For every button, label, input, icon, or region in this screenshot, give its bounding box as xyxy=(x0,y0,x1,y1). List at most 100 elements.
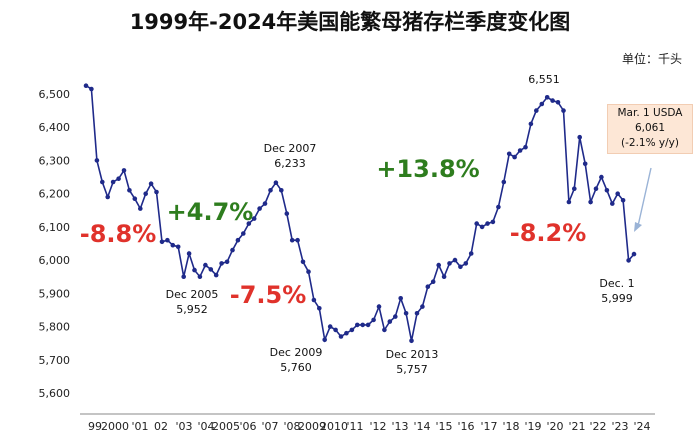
y-tick-label: 6,300 xyxy=(39,154,71,167)
data-point xyxy=(175,244,181,250)
annotation-label: Dec 2009 xyxy=(270,346,323,359)
data-point xyxy=(496,204,501,210)
data-point xyxy=(610,201,615,206)
callout-line1: Mar. 1 USDA xyxy=(617,107,683,119)
data-point xyxy=(203,262,208,268)
data-point xyxy=(544,95,550,100)
percent-change-label: +4.7% xyxy=(167,198,254,226)
data-point xyxy=(468,251,474,256)
data-point xyxy=(441,274,447,280)
data-point xyxy=(344,330,349,336)
data-point xyxy=(284,211,290,216)
y-tick-label: 5,700 xyxy=(39,354,71,367)
data-point xyxy=(251,216,257,221)
data-point xyxy=(599,174,604,180)
data-point xyxy=(360,322,366,328)
x-tick-label: '22 xyxy=(589,420,606,433)
x-tick-label: '04 xyxy=(197,420,214,433)
data-point xyxy=(311,297,317,303)
data-point xyxy=(224,259,230,265)
data-point xyxy=(615,191,620,196)
annotation-label: Dec. 1 xyxy=(599,277,634,290)
data-point xyxy=(279,188,284,193)
data-point xyxy=(154,189,159,195)
percent-change-label: -8.2% xyxy=(510,219,587,247)
data-point xyxy=(289,237,295,243)
data-point xyxy=(148,181,154,186)
callout-arrow xyxy=(637,167,652,227)
y-tick-label: 5,900 xyxy=(39,287,71,300)
x-tick-label: 02 xyxy=(154,420,168,433)
x-tick-label: '17 xyxy=(480,420,497,433)
data-point xyxy=(186,251,192,256)
data-point xyxy=(414,311,420,316)
y-tick-label: 5,600 xyxy=(39,387,71,400)
unit-label: 单位：千头 xyxy=(621,52,682,66)
data-point xyxy=(241,231,246,236)
data-point xyxy=(474,221,480,226)
data-point xyxy=(208,267,214,272)
data-point xyxy=(83,83,89,88)
data-point xyxy=(159,239,165,245)
data-point xyxy=(300,259,306,265)
data-point xyxy=(192,267,197,273)
data-point xyxy=(273,180,279,185)
data-point xyxy=(110,179,116,185)
data-point xyxy=(458,264,463,270)
data-point xyxy=(420,304,425,309)
data-point xyxy=(512,154,517,160)
data-point xyxy=(213,272,219,278)
data-point xyxy=(181,274,186,280)
data-point xyxy=(376,304,382,309)
x-tick-label: '08 xyxy=(283,420,300,433)
y-tick-label: 6,400 xyxy=(39,121,71,134)
y-tick-label: 6,000 xyxy=(39,254,71,267)
data-point xyxy=(631,251,637,257)
data-point xyxy=(523,144,528,150)
data-point xyxy=(425,284,431,290)
annotation-value: 6,551 xyxy=(528,73,560,86)
x-tick-label: '11 xyxy=(346,420,363,433)
data-point xyxy=(387,319,393,324)
data-point xyxy=(89,86,94,92)
y-tick-label: 6,100 xyxy=(39,221,71,234)
data-point xyxy=(94,158,100,163)
data-point xyxy=(219,261,224,266)
x-tick-label: 2005 xyxy=(212,420,240,433)
data-point xyxy=(555,100,561,105)
data-point xyxy=(534,108,539,113)
data-point xyxy=(100,179,105,185)
data-point xyxy=(485,221,490,226)
data-point xyxy=(566,199,572,205)
data-point xyxy=(447,261,452,266)
data-point xyxy=(262,201,268,206)
data-point xyxy=(577,134,582,140)
data-point xyxy=(165,237,170,243)
data-point xyxy=(365,322,371,328)
data-point xyxy=(105,194,110,200)
data-point xyxy=(501,179,507,185)
data-point xyxy=(479,224,485,230)
data-point xyxy=(116,176,121,181)
data-point xyxy=(582,161,588,167)
annotation-value: 5,952 xyxy=(176,303,208,316)
data-point xyxy=(517,148,523,153)
x-tick-label: '19 xyxy=(524,420,541,433)
data-point xyxy=(295,237,300,243)
data-point xyxy=(398,296,404,301)
percent-change-label: +13.8% xyxy=(376,155,479,183)
data-point xyxy=(593,186,599,191)
annotation-value: 5,760 xyxy=(280,361,312,374)
data-point xyxy=(132,196,138,201)
data-point xyxy=(604,188,610,193)
x-tick-label: '24 xyxy=(633,420,650,433)
data-point xyxy=(371,317,376,323)
percent-change-label: -7.5% xyxy=(230,281,307,309)
callout-line3: (-2.1% y/y) xyxy=(621,137,679,149)
usda-callout: Mar. 1 USDA 6,061 (-2.1% y/y) xyxy=(607,104,693,154)
data-point xyxy=(430,279,436,285)
x-tick-label: 2009 xyxy=(298,420,326,433)
x-tick-label: '16 xyxy=(457,420,474,433)
annotation-value: 5,999 xyxy=(601,292,633,305)
x-tick-label: '12 xyxy=(369,420,386,433)
